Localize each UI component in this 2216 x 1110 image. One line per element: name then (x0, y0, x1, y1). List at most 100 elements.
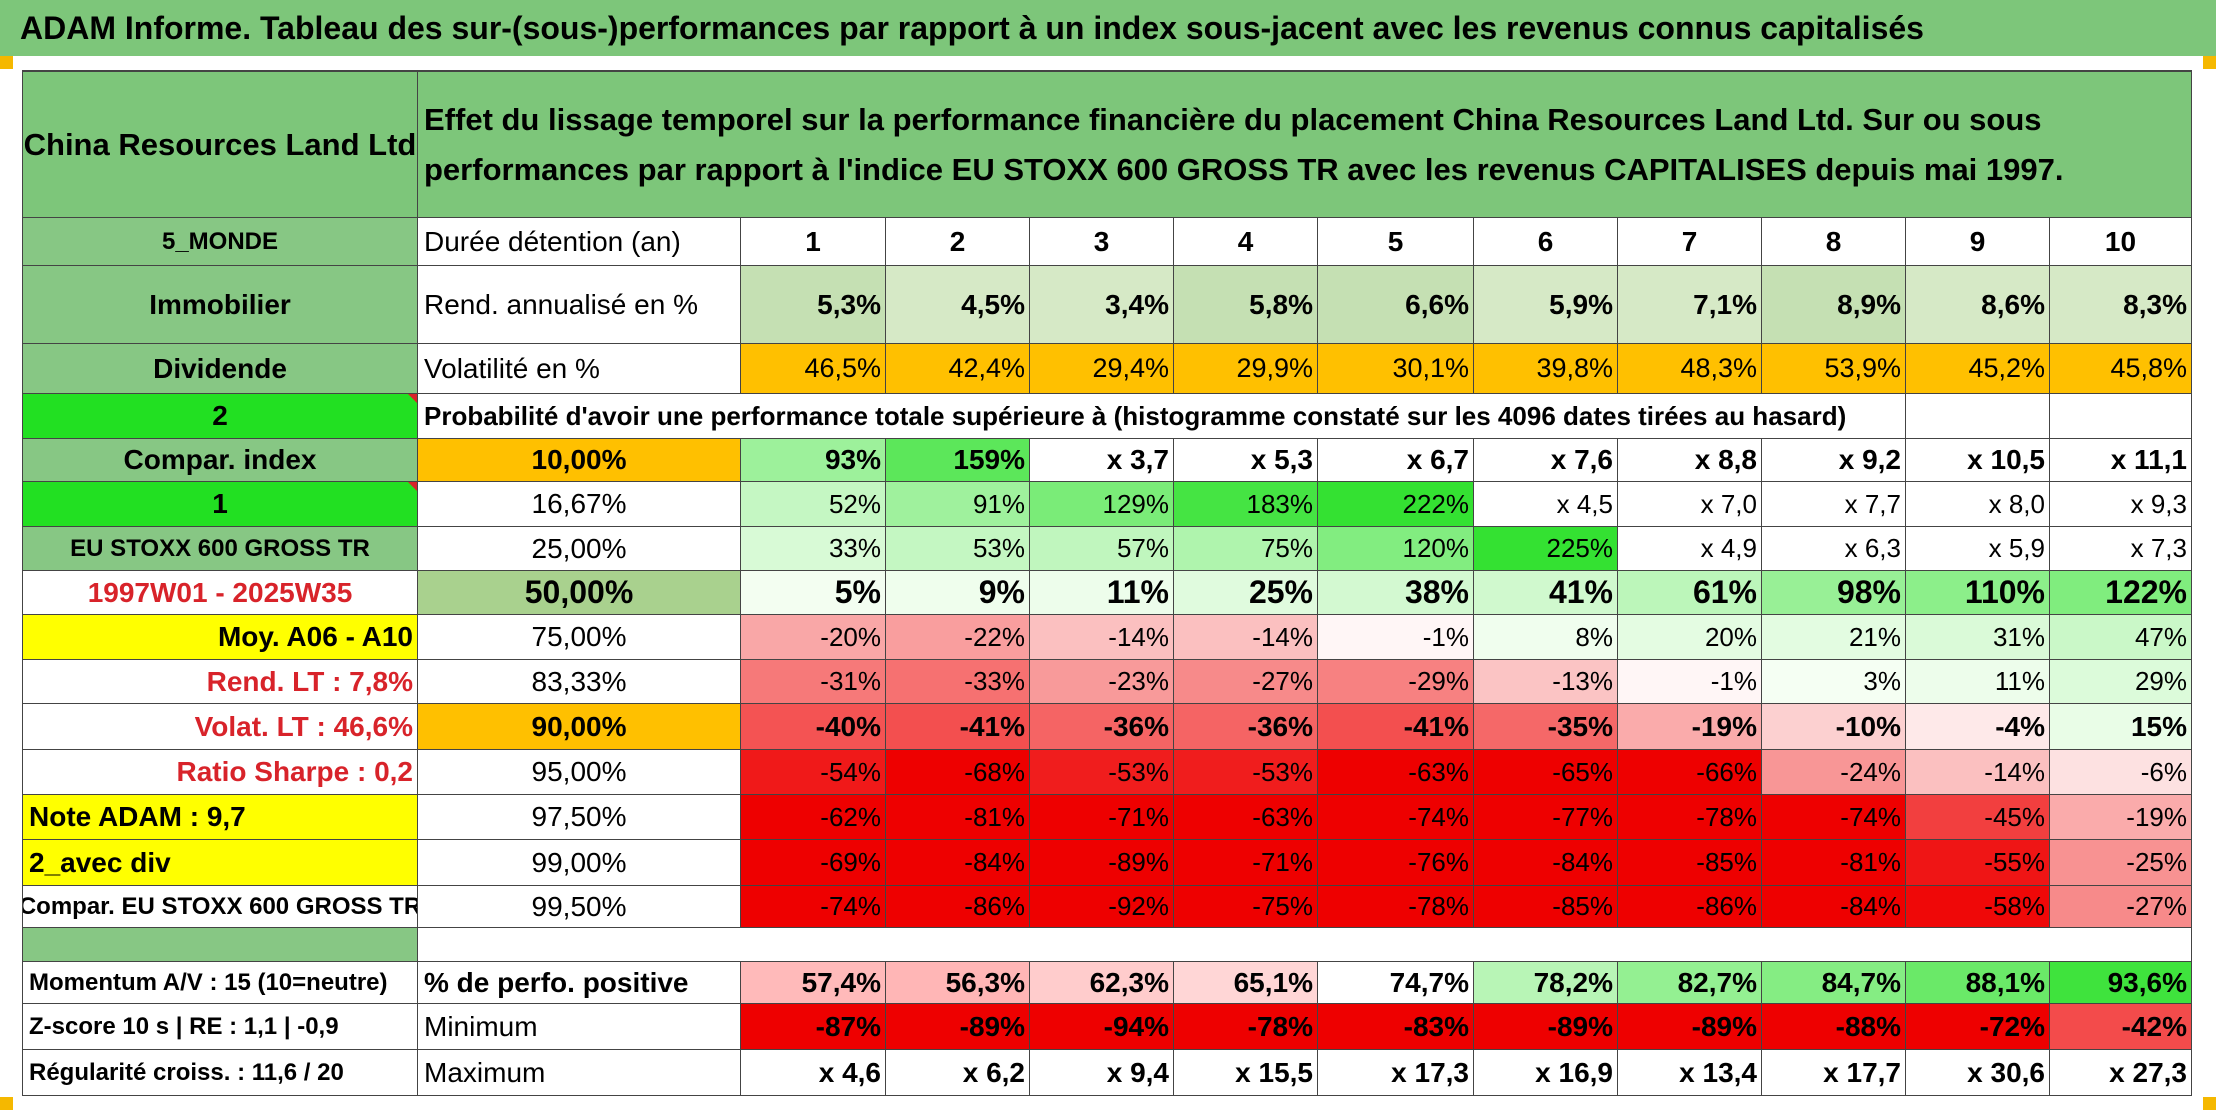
percentile-cell: -23% (1030, 660, 1174, 704)
percentile-cell: 38% (1318, 571, 1474, 615)
percentile-label: 16,67% (418, 482, 741, 527)
percentile-cell: -84% (886, 840, 1030, 886)
percentile-cell: -78% (1318, 886, 1474, 928)
spacer-green (22, 928, 418, 962)
percentile-cell: -74% (1318, 795, 1474, 840)
percentile-cell: 52% (741, 482, 886, 527)
percentile-cell: -1% (1618, 660, 1762, 704)
year-header: 10 (2050, 218, 2192, 266)
percentile-cell: 53% (886, 527, 1030, 571)
summary-cell: x 17,7 (1762, 1050, 1906, 1096)
percentile-cell: x 4,5 (1474, 482, 1618, 527)
label-type: Dividende (22, 344, 418, 394)
return-cell: 8,3% (2050, 266, 2192, 344)
percentile-cell: -14% (1174, 615, 1318, 660)
percentile-cell: 29% (2050, 660, 2192, 704)
summary-cell: -89% (1618, 1004, 1762, 1050)
return-cell: 8,9% (1762, 266, 1906, 344)
percentile-cell: 31% (1906, 615, 2050, 660)
percentile-cell: x 8,8 (1618, 439, 1762, 482)
percentile-cell: -19% (2050, 795, 2192, 840)
percentile-cell: 15% (2050, 704, 2192, 750)
percentile-cell: -6% (2050, 750, 2192, 795)
label-momentum: Momentum A/V : 15 (10=neutre) (22, 962, 418, 1004)
percentile-cell: 159% (886, 439, 1030, 482)
percentile-cell: 91% (886, 482, 1030, 527)
volatility-cell: 45,8% (2050, 344, 2192, 394)
percentile-cell: -71% (1030, 795, 1174, 840)
label-num-b: 1 (22, 482, 418, 527)
percentile-cell: 21% (1762, 615, 1906, 660)
volatility-cell: 53,9% (1762, 344, 1906, 394)
percentile-cell: -10% (1762, 704, 1906, 750)
percentile-cell: -81% (886, 795, 1030, 840)
percentile-cell: -4% (1906, 704, 2050, 750)
percentile-cell: 5% (741, 571, 886, 615)
summary-cell: x 27,3 (2050, 1050, 2192, 1096)
percentile-label: 25,00% (418, 527, 741, 571)
volatility-cell: 48,3% (1618, 344, 1762, 394)
percentile-cell: -54% (741, 750, 886, 795)
percentile-cell: -84% (1474, 840, 1618, 886)
summary-cell: 88,1% (1906, 962, 2050, 1004)
percentile-cell: 225% (1474, 527, 1618, 571)
percentile-cell: -41% (886, 704, 1030, 750)
summary-cell: x 6,2 (886, 1050, 1030, 1096)
percentile-label: 99,50% (418, 886, 741, 928)
summary-cell: 82,7% (1618, 962, 1762, 1004)
summary-cell: x 16,9 (1474, 1050, 1618, 1096)
probability-caption: Probabilité d'avoir une performance tota… (418, 394, 1906, 439)
year-header: 5 (1318, 218, 1474, 266)
label-compar-full: Compar. EU STOXX 600 GROSS TR (22, 886, 418, 928)
return-cell: 5,3% (741, 266, 886, 344)
percentile-cell: -53% (1030, 750, 1174, 795)
percentile-cell: 110% (1906, 571, 2050, 615)
percentile-cell: -77% (1474, 795, 1618, 840)
year-header: 8 (1762, 218, 1906, 266)
percentile-cell: x 6,7 (1318, 439, 1474, 482)
percentile-cell: -35% (1474, 704, 1618, 750)
summary-cell: -88% (1762, 1004, 1906, 1050)
percentile-cell: x 9,2 (1762, 439, 1906, 482)
percentile-cell: x 5,3 (1174, 439, 1318, 482)
table-top-border (22, 70, 2192, 73)
percentile-cell: x 6,3 (1762, 527, 1906, 571)
volatility-cell: 29,9% (1174, 344, 1318, 394)
return-label: Rend. annualisé en % (418, 266, 741, 344)
percentile-cell: x 3,7 (1030, 439, 1174, 482)
percentile-cell: 47% (2050, 615, 2192, 660)
label-volat-lt: Volat. LT : 46,6% (22, 704, 418, 750)
percentile-cell: 222% (1318, 482, 1474, 527)
label-rend-lt: Rend. LT : 7,8% (22, 660, 418, 704)
summary-label: Maximum (418, 1050, 741, 1096)
year-header: 6 (1474, 218, 1618, 266)
year-header: 3 (1030, 218, 1174, 266)
percentile-cell: -69% (741, 840, 886, 886)
percentile-cell: -1% (1318, 615, 1474, 660)
company-name: China Resources Land Ltd (22, 72, 418, 218)
percentile-cell: -66% (1618, 750, 1762, 795)
summary-cell: x 9,4 (1030, 1050, 1174, 1096)
summary-cell: -89% (1474, 1004, 1618, 1050)
percentile-cell: 61% (1618, 571, 1762, 615)
label-regularite: Régularité croiss. : 11,6 / 20 (22, 1050, 418, 1096)
spacer-row (418, 928, 2192, 962)
volatility-cell: 29,4% (1030, 344, 1174, 394)
summary-label: % de perfo. positive (418, 962, 741, 1004)
percentile-cell: -68% (886, 750, 1030, 795)
percentile-cell: x 10,5 (1906, 439, 2050, 482)
percentile-cell: -22% (886, 615, 1030, 660)
summary-cell: 74,7% (1318, 962, 1474, 1004)
percentile-cell: 11% (1030, 571, 1174, 615)
percentile-cell: x 11,1 (2050, 439, 2192, 482)
label-index-name: EU STOXX 600 GROSS TR (22, 527, 418, 571)
summary-cell: x 30,6 (1906, 1050, 2050, 1096)
description-text: Effet du lissage temporel sur la perform… (418, 72, 2192, 218)
summary-cell: -72% (1906, 1004, 2050, 1050)
percentile-cell: 41% (1474, 571, 1618, 615)
year-header: 7 (1618, 218, 1762, 266)
percentile-cell: 93% (741, 439, 886, 482)
percentile-cell: x 4,9 (1618, 527, 1762, 571)
year-header: 2 (886, 218, 1030, 266)
summary-cell: 62,3% (1030, 962, 1174, 1004)
